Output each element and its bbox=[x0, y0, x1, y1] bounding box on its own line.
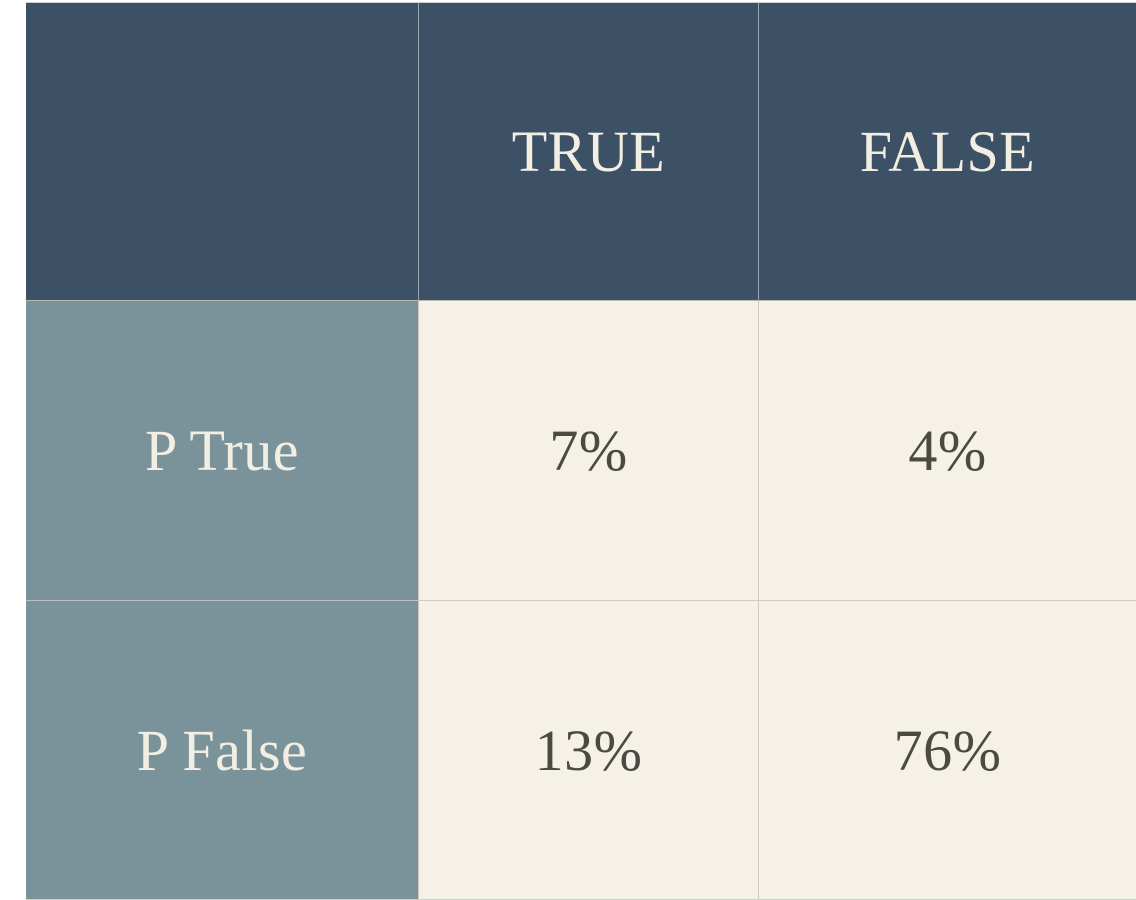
corner-header-cell bbox=[26, 3, 418, 301]
cell-p-true-true: 7% bbox=[418, 301, 758, 601]
cell-p-true-false: 4% bbox=[758, 301, 1136, 601]
row-header-p-false: P False bbox=[26, 601, 418, 899]
cell-p-false-true: 13% bbox=[418, 601, 758, 899]
confusion-matrix-table: TRUE FALSE P True 7% 4% P False 13% 76% bbox=[26, 2, 1136, 900]
cell-p-false-false: 76% bbox=[758, 601, 1136, 899]
column-header-false: FALSE bbox=[758, 3, 1136, 301]
row-header-p-true: P True bbox=[26, 301, 418, 601]
column-header-true: TRUE bbox=[418, 3, 758, 301]
